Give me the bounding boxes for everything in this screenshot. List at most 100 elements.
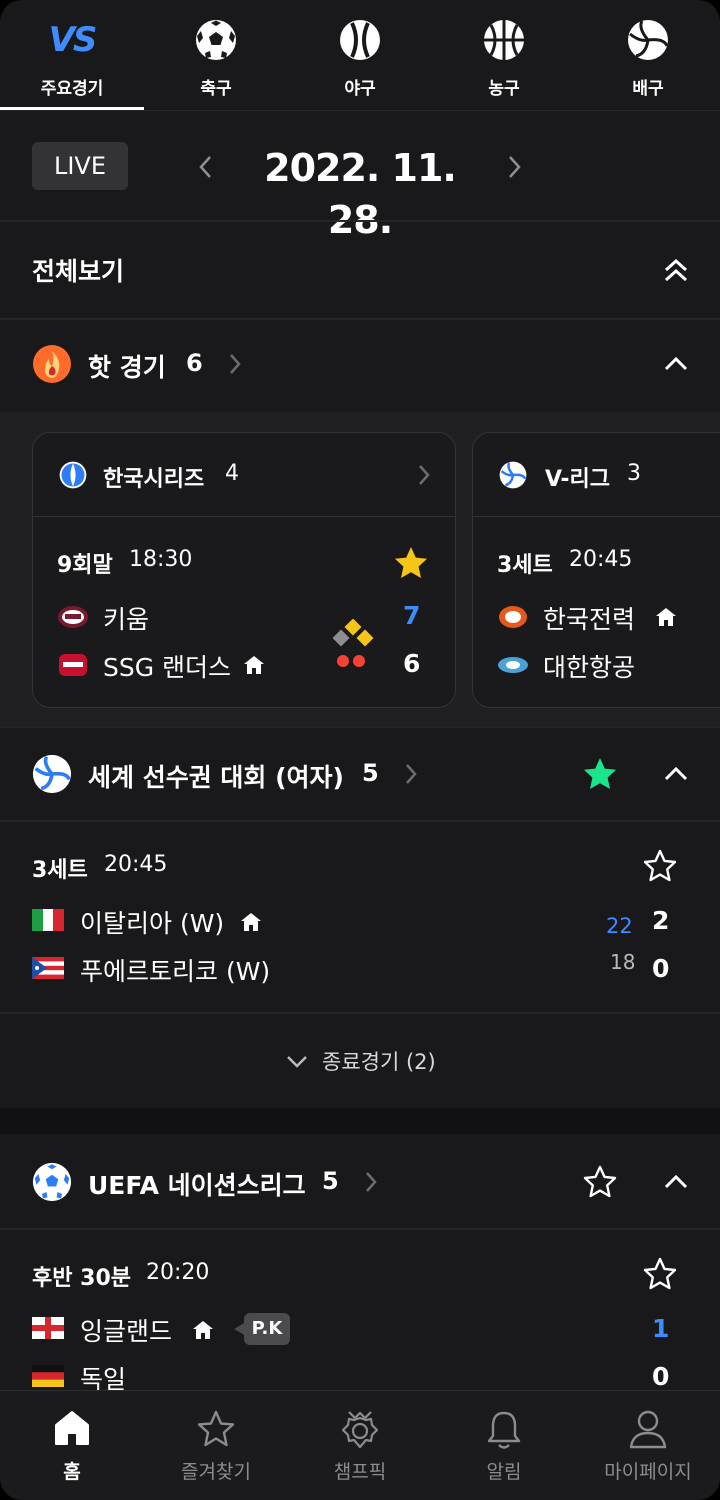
user-icon xyxy=(629,1410,667,1449)
team-score: 0 xyxy=(652,1362,670,1391)
volleyball-icon xyxy=(628,20,669,60)
divider xyxy=(0,1228,720,1230)
sport-tabs: VS 주요경기 축구 야구 농구 xyxy=(0,0,720,110)
set-score: 22 xyxy=(606,914,633,938)
home-icon xyxy=(241,913,261,931)
team-name: 잉글랜드 xyxy=(80,1317,173,1346)
tab-label: 배구 xyxy=(632,79,664,99)
chevron-up-icon[interactable] xyxy=(662,764,690,784)
chevron-right-icon[interactable] xyxy=(228,352,242,376)
team-name: 한국전력 xyxy=(543,605,636,634)
chevron-right-icon[interactable] xyxy=(417,463,431,487)
team-name: 이탈리아 (W) xyxy=(80,909,225,938)
nav-label: 챔프픽 xyxy=(333,1461,387,1483)
chevron-up-icon[interactable] xyxy=(662,354,690,374)
divider xyxy=(0,318,720,320)
team-score: 2 xyxy=(652,906,670,935)
vs-icon: VS xyxy=(48,20,98,60)
double-chevron-up-icon[interactable] xyxy=(662,256,690,284)
chevron-left-icon[interactable] xyxy=(196,154,214,180)
nav-my-page[interactable]: 마이페이지 xyxy=(576,1391,720,1500)
nav-label: 마이페이지 xyxy=(604,1461,692,1483)
league-count: 3 xyxy=(627,461,641,486)
star-outline-icon[interactable] xyxy=(642,848,678,884)
league-name: 한국시리즈 xyxy=(103,467,205,492)
game-time: 20:45 xyxy=(104,852,168,877)
chevron-down-icon xyxy=(287,1056,307,1068)
game-time: 18:30 xyxy=(129,547,193,572)
card-header[interactable]: 한국시리즈 4 xyxy=(33,433,455,517)
nav-notifications[interactable]: 알림 xyxy=(432,1391,576,1500)
tab-label: 주요경기 xyxy=(40,79,104,99)
chevron-right-icon[interactable] xyxy=(506,154,524,180)
live-button[interactable]: LIVE xyxy=(32,142,128,190)
finished-games-toggle[interactable]: 종료경기 (2) xyxy=(0,1014,720,1108)
divider xyxy=(0,820,720,822)
current-date: 2022. 11. 28. xyxy=(264,146,457,242)
league-header[interactable]: 세계 선수권 대회 (여자) 5 xyxy=(0,728,720,820)
divider xyxy=(0,726,720,728)
nav-favorites[interactable]: 즐겨찾기 xyxy=(144,1391,288,1500)
bottom-navigation: 홈 즐겨찾기 챔프픽 알림 마이페이지 xyxy=(0,1390,720,1500)
match-row[interactable]: 3세트 20:45 이탈리아 (W) 22 2 푸에르토리코 (W) 18 0 xyxy=(0,822,720,1012)
fire-icon xyxy=(33,345,71,383)
chevron-up-icon[interactable] xyxy=(662,1172,690,1192)
nav-home[interactable]: 홈 xyxy=(0,1391,144,1500)
team-logo-icon xyxy=(499,606,527,628)
nav-label: 홈 xyxy=(63,1461,81,1483)
star-icon xyxy=(197,1410,235,1447)
champ-pick-icon xyxy=(341,1411,379,1449)
team-name: SSG 랜더스 xyxy=(103,653,232,682)
team-logo-icon xyxy=(59,654,87,676)
base-runner-icon xyxy=(332,619,374,667)
game-time: 20:20 xyxy=(146,1260,210,1285)
home-icon xyxy=(656,608,676,626)
match-row[interactable]: 후반 30분 20:20 잉글랜드 P.K 1 독일 0 xyxy=(0,1230,720,1394)
league-name: V-리그 xyxy=(545,467,611,492)
team-logo-icon xyxy=(58,606,88,628)
baseball-icon xyxy=(340,20,380,60)
team-logo-icon xyxy=(498,657,528,673)
chevron-right-icon[interactable] xyxy=(364,1170,378,1194)
nav-champ-pick[interactable]: 챔프픽 xyxy=(288,1391,432,1500)
pk-badge: P.K xyxy=(244,1313,290,1345)
team-score: 7 xyxy=(403,601,421,630)
team-score: 0 xyxy=(652,954,670,983)
league-title: 세계 선수권 대회 (여자) xyxy=(88,763,344,792)
game-time: 20:45 xyxy=(569,547,633,572)
hot-game-card[interactable]: V-리그 3 3세트 20:45 한국전력 대한항공 xyxy=(472,432,720,708)
star-filled-icon[interactable] xyxy=(582,756,618,792)
league-count: 5 xyxy=(322,1167,339,1195)
view-all-row[interactable]: 전체보기 xyxy=(0,222,720,318)
game-status: 후반 30분 xyxy=(32,1266,131,1291)
tab-baseball[interactable]: 야구 xyxy=(288,0,432,110)
hot-games-header[interactable]: 핫 경기 6 xyxy=(0,320,720,410)
soccer-ball-icon xyxy=(196,20,236,60)
tab-label: 축구 xyxy=(200,79,232,99)
team-score: 6 xyxy=(403,649,421,678)
star-filled-icon[interactable] xyxy=(393,545,429,581)
star-outline-icon[interactable] xyxy=(642,1256,678,1292)
hot-games-count: 6 xyxy=(186,349,203,377)
flag-germany-icon xyxy=(32,1365,64,1387)
flag-italy-icon xyxy=(32,909,64,931)
divider xyxy=(0,220,720,222)
tab-basketball[interactable]: 농구 xyxy=(432,0,576,110)
chevron-right-icon[interactable] xyxy=(404,762,418,786)
league-count: 4 xyxy=(225,461,239,486)
tab-volleyball[interactable]: 배구 xyxy=(576,0,720,110)
tab-soccer[interactable]: 축구 xyxy=(144,0,288,110)
hot-games-title: 핫 경기 xyxy=(88,353,166,382)
nav-label: 즐겨찾기 xyxy=(181,1461,251,1483)
star-outline-icon[interactable] xyxy=(582,1164,618,1200)
card-header[interactable]: V-리그 3 xyxy=(473,433,720,517)
league-header[interactable]: UEFA 네이션스리그 5 xyxy=(0,1136,720,1228)
tab-label: 야구 xyxy=(344,79,376,99)
home-icon xyxy=(244,656,264,674)
flag-england-icon xyxy=(32,1317,64,1339)
tab-main[interactable]: VS 주요경기 xyxy=(0,0,144,110)
volleyball-icon xyxy=(499,461,527,489)
soccer-ball-icon xyxy=(32,1162,72,1202)
hot-game-card[interactable]: 한국시리즈 4 9회말 18:30 키움 7 SSG 랜더스 6 xyxy=(32,432,456,708)
